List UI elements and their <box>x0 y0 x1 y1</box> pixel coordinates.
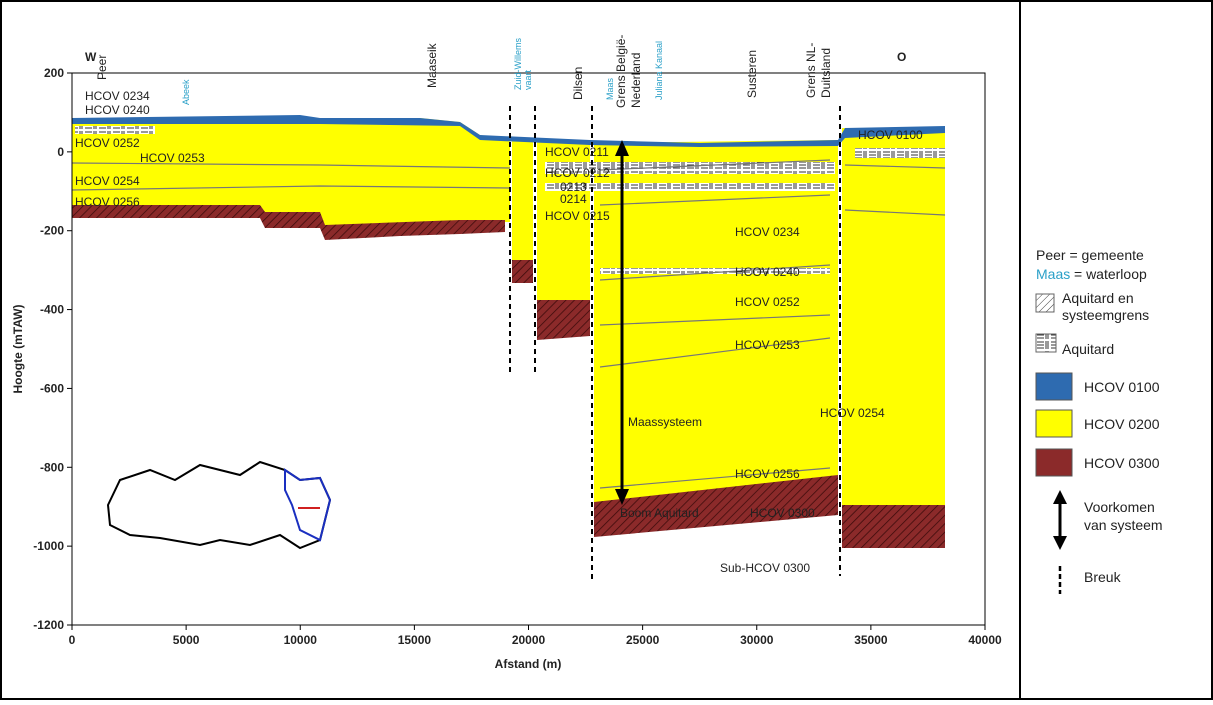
y-tick-label: 200 <box>44 66 64 80</box>
place: Susteren <box>745 50 759 98</box>
legend-text: HCOV 0200 <box>1084 416 1160 432</box>
place: Dilsen <box>571 67 585 100</box>
layer-label: HCOV 0253 <box>140 151 205 165</box>
legend-text: Breuk <box>1084 569 1122 585</box>
legend-arrow <box>1053 536 1067 550</box>
layer-label: HCOV 0211 <box>545 145 609 159</box>
layer-label: HCOV 0100 <box>858 128 923 142</box>
waterway: Zuid-Willems <box>513 37 523 90</box>
legend-text: van systeem <box>1084 517 1163 533</box>
x-tick-label: 10000 <box>284 633 318 647</box>
x-tick-label: 40000 <box>968 633 1002 647</box>
place: Duitsland <box>819 48 833 98</box>
layer-label: HCOV 0256 <box>735 467 800 481</box>
waterway: Maas <box>605 77 615 100</box>
legend-text: Voorkomen <box>1084 499 1155 515</box>
y-label: Hoogte (mTAW) <box>11 304 25 393</box>
layer-label: HCOV 0252 <box>735 295 800 309</box>
legend-text: Peer = gemeente <box>1036 247 1144 263</box>
legend-swatch <box>1035 372 1073 401</box>
place: Grens NL- <box>804 43 818 98</box>
y-tick-label: 0 <box>57 145 64 159</box>
x-tick-label: 25000 <box>626 633 660 647</box>
y-tick-label: -200 <box>40 224 64 238</box>
place: Maaseik <box>425 42 439 88</box>
y-tick-label: -1000 <box>33 539 64 553</box>
layer-labels: HCOV 0234 HCOV 0240 HCOV 0252 HCOV 0253 … <box>75 89 923 575</box>
x-tick-label: 0 <box>69 633 76 647</box>
legend-swatch <box>1035 333 1057 353</box>
y-tick-label: -600 <box>40 381 64 395</box>
layer-label: HCOV 0240 <box>735 265 800 279</box>
legend-text: systeemgrens <box>1062 307 1149 323</box>
x-label: Afstand (m) <box>495 657 562 671</box>
legend-text: HCOV 0100 <box>1084 379 1160 395</box>
layer-label: HCOV 0256 <box>75 195 140 209</box>
legend-swatch <box>1035 448 1073 477</box>
legend-arrow <box>1053 490 1067 504</box>
place: Nederland <box>629 53 643 108</box>
legend-text: Aquitard en <box>1062 290 1134 306</box>
system-label: Maassysteem <box>628 415 702 429</box>
layer-label: 0213 <box>560 180 587 194</box>
legend-text: Aquitard <box>1062 341 1114 357</box>
legend-text: Maas <box>1036 266 1070 282</box>
layer-label: HCOV 0234 <box>735 225 800 239</box>
x-tick-label: 15000 <box>398 633 432 647</box>
layer-label: HCOV 0212 <box>545 166 610 180</box>
section <box>71 106 946 580</box>
layer-label: HCOV 0252 <box>75 136 140 150</box>
legend-swatch <box>1035 409 1073 438</box>
y-tick-label: -800 <box>40 460 64 474</box>
layer-label: HCOV 0300 <box>750 506 815 520</box>
layer-label: HCOV 0215 <box>545 209 610 223</box>
x-tick-label: 30000 <box>740 633 774 647</box>
waterway: vaart <box>523 69 533 90</box>
layer-label: HCOV 0234 <box>85 89 150 103</box>
waterway: Juliana Kanaal <box>654 41 664 100</box>
y-tick-label: -1200 <box>33 618 64 632</box>
x-tick-label: 35000 <box>854 633 888 647</box>
legend-text: HCOV 0300 <box>1084 455 1160 471</box>
layer-label: HCOV 0253 <box>735 338 800 352</box>
layer-label: 0214 <box>560 192 587 206</box>
direction: W <box>85 50 97 64</box>
legend: Peer = gemeente Maas = waterloop Aquitar… <box>1035 247 1163 594</box>
y-tick-label: -400 <box>40 303 64 317</box>
waterway: Abeek <box>181 79 191 105</box>
x-tick-label: 20000 <box>512 633 546 647</box>
legend-text: = waterloop <box>1074 266 1147 282</box>
place: Grens België- <box>614 35 628 108</box>
direction: O <box>897 50 906 64</box>
layer-label: Boom Aquitard <box>620 506 699 520</box>
legend-swatch <box>1035 293 1055 313</box>
places: Peer Maaseik Dilsen Grens België- Nederl… <box>95 35 833 108</box>
layer-label: HCOV 0254 <box>75 174 140 188</box>
layer-label: HCOV 0240 <box>85 103 150 117</box>
x-tick-label: 5000 <box>173 633 200 647</box>
layer-label: Sub-HCOV 0300 <box>720 561 810 575</box>
layer-label: HCOV 0254 <box>820 406 885 420</box>
place: Peer <box>95 55 109 80</box>
